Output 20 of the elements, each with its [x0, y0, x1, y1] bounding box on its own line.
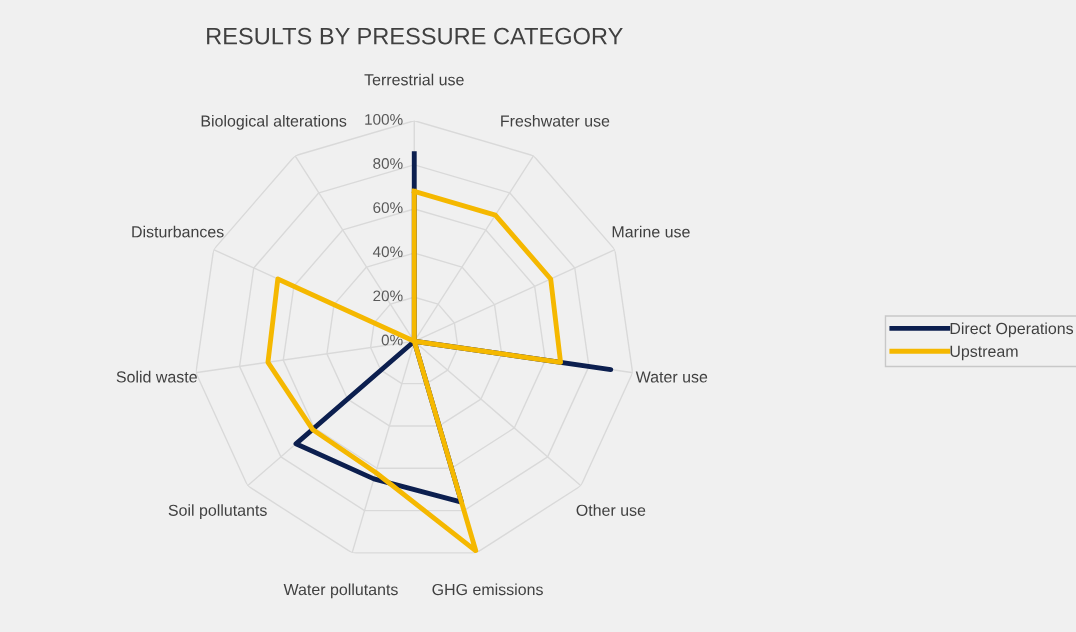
legend-label: Upstream — [950, 345, 1018, 361]
spoke-label: Water use — [635, 371, 708, 383]
spoke-label: Terrestrial use — [364, 73, 464, 86]
y-tick-label: 80% — [373, 158, 403, 169]
legend-label: Direct Operations — [950, 322, 1074, 338]
y-tick-label: 0% — [381, 334, 403, 346]
spoke-label: Soil pollutants — [168, 504, 267, 520]
spoke-label: Biological alterations — [201, 114, 347, 130]
y-tick-label: 60% — [373, 202, 403, 214]
y-tick-label: 100% — [365, 113, 403, 125]
spoke-label: Marine use — [612, 225, 690, 238]
spoke-label: GHG emissions — [432, 583, 543, 596]
y-tick-label: 20% — [373, 290, 403, 302]
spoke-label: Other use — [576, 504, 646, 516]
spoke-label: Solid waste — [116, 370, 197, 383]
spoke-label: Freshwater use — [501, 114, 610, 127]
chart-title: RESULTS BY PRESSURE CATEGORY — [207, 27, 623, 45]
y-tick-label: 40% — [372, 246, 403, 258]
spoke-label: Disturbances — [132, 225, 224, 238]
spoke-label: Water pollutants — [283, 583, 398, 599]
